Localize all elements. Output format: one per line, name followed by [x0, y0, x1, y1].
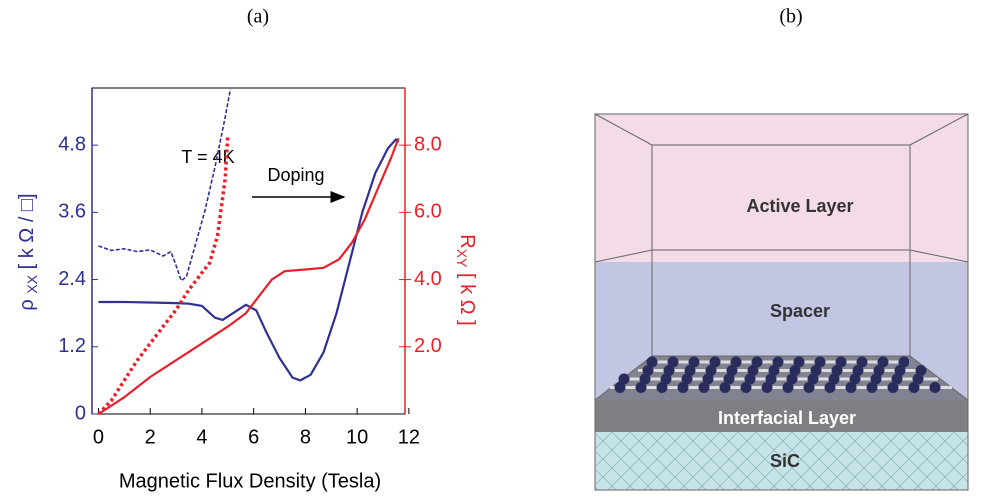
y-label-symbol: ρ — [16, 299, 38, 310]
y2-tick-label: 2.0 — [414, 335, 442, 357]
series-group — [99, 89, 399, 414]
x-tick-label: 2 — [145, 426, 156, 448]
y2-tick-label: 8.0 — [414, 133, 442, 155]
atom — [615, 382, 626, 393]
atom — [720, 382, 731, 393]
atom — [741, 382, 752, 393]
panel-label: (b) — [779, 6, 802, 28]
layer-label: Active Layer — [746, 196, 853, 216]
layer-label: Interfacial Layer — [718, 408, 856, 428]
y2-axis-label: RXY [ k Ω ] — [451, 234, 478, 325]
y-tick-label: 1.2 — [58, 335, 86, 357]
atom — [909, 382, 920, 393]
data-line — [99, 138, 399, 414]
layer-label: SiC — [770, 451, 800, 471]
layer-label: Spacer — [770, 301, 830, 321]
panel-label: (a) — [247, 6, 269, 28]
y2-tick-label: 6.0 — [414, 201, 442, 223]
data-line — [99, 140, 399, 381]
y2-label-symbol: R — [456, 234, 478, 248]
y2-label-unit: [ k Ω ] — [456, 273, 478, 326]
x-tick-label: 4 — [196, 426, 207, 448]
atom — [678, 382, 689, 393]
atom — [825, 382, 836, 393]
x-tick-label: 10 — [346, 426, 368, 448]
atom — [867, 382, 878, 393]
y2-label-subscript: XY — [454, 249, 470, 268]
y-tick-label: 2.4 — [58, 268, 86, 290]
active-layer — [595, 114, 968, 262]
y-tick-label: 3.6 — [58, 201, 86, 223]
x-tick-label: 6 — [248, 426, 259, 448]
layer-diagram: Active Layer Spacer Interfacial Layer Si… — [595, 114, 968, 490]
data-line — [99, 135, 228, 414]
annotation: Doping — [267, 165, 324, 185]
y-tick-label: 4.8 — [58, 133, 86, 155]
atom — [657, 382, 668, 393]
y-label-subscript: XX — [24, 274, 40, 293]
figure: (a) (b) Active Layer Spacer Interfacial … — [0, 0, 984, 504]
atom — [699, 382, 710, 393]
x-tick-label: 0 — [93, 426, 104, 448]
y2-tick-label: 4.0 — [414, 268, 442, 290]
atom — [636, 382, 647, 393]
atom — [888, 382, 899, 393]
data-line — [99, 89, 231, 281]
atom — [783, 382, 794, 393]
x-tick-label: 8 — [300, 426, 311, 448]
x-axis-label: Magnetic Flux Density (Tesla) — [119, 470, 381, 492]
y-label-unit: [ k Ω / □] — [16, 193, 38, 269]
atom — [930, 382, 941, 393]
atom — [846, 382, 857, 393]
chart: T = 4K Doping Magnetic Flux Density (Tes… — [16, 88, 477, 492]
x-tick-label: 12 — [398, 426, 420, 448]
plot-frame — [92, 88, 405, 414]
atom — [804, 382, 815, 393]
y-axis-label: ρ XX [ k Ω / □] — [16, 193, 43, 310]
atom — [762, 382, 773, 393]
y-tick-label: 0 — [75, 402, 86, 424]
